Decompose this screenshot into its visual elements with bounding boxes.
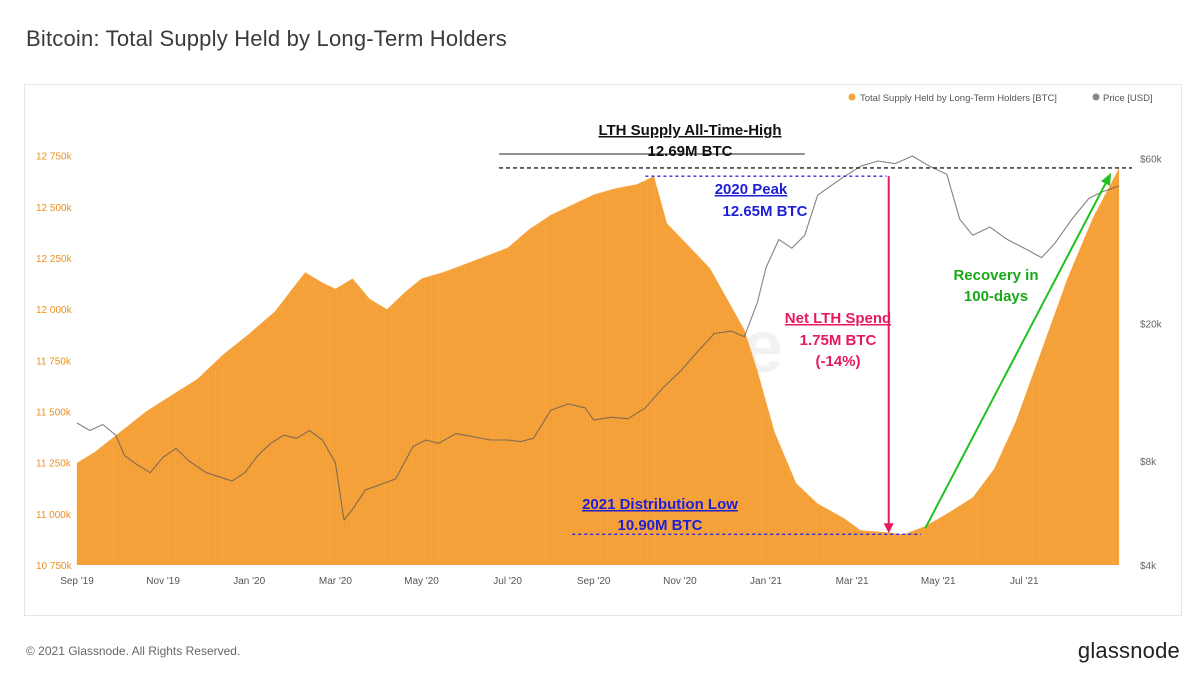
- right-tick-label: $60k: [1140, 155, 1163, 166]
- page-title: Bitcoin: Total Supply Held by Long-Term …: [26, 26, 508, 51]
- peak-value: 12.65M BTC: [722, 203, 807, 220]
- left-tick-label: 12 750k: [36, 152, 73, 163]
- low-value: 10.90M BTC: [617, 517, 702, 534]
- supply-area: [77, 168, 1120, 565]
- x-tick-label: Jul '20: [493, 576, 522, 587]
- right-tick-label: $8k: [1140, 457, 1157, 468]
- recovery-value: 100-days: [964, 288, 1028, 305]
- spend-pct: (-14%): [815, 353, 860, 370]
- left-tick-label: 11 000k: [36, 510, 72, 521]
- x-tick-label: Nov '19: [146, 576, 180, 587]
- copyright-text: © 2021 Glassnode. All Rights Reserved.: [26, 644, 241, 658]
- left-tick-label: 12 000k: [36, 305, 73, 316]
- supply-area-layer: [76, 168, 1120, 565]
- left-tick-label: 11 750k: [36, 356, 72, 367]
- x-tick-label: Jan '20: [233, 576, 265, 587]
- legend: Total Supply Held by Long-Term Holders […: [848, 93, 1153, 104]
- left-tick-label: 12 500k: [36, 203, 73, 214]
- price-line: [76, 155, 1120, 521]
- recovery-arrow-shaft: [924, 177, 1110, 529]
- legend-price-swatch: [1092, 93, 1100, 101]
- right-tick-label: $4k: [1140, 561, 1157, 572]
- left-tick-label: 10 750k: [36, 561, 73, 572]
- left-tick-label: 11 250k: [36, 459, 72, 470]
- x-tick-label: Nov '20: [663, 576, 697, 587]
- peak-title: 2020 Peak: [715, 181, 788, 198]
- annotation-layer: [499, 153, 1132, 535]
- legend-supply-swatch: [848, 93, 856, 101]
- x-tick-label: Jul '21: [1010, 576, 1039, 587]
- right-tick-label: $20k: [1140, 319, 1163, 330]
- x-tick-label: May '20: [404, 576, 439, 587]
- glassnode-logo[interactable]: glassnode: [1077, 638, 1180, 663]
- x-tick-label: Sep '19: [60, 576, 94, 587]
- x-tick-label: Sep '20: [577, 576, 611, 587]
- low-title: 2021 Distribution Low: [582, 496, 738, 513]
- recovery-title: Recovery in: [953, 267, 1038, 284]
- spend-title: Net LTH Spend: [785, 310, 891, 327]
- left-tick-label: 11 500k: [36, 408, 72, 419]
- legend-price-label: Price [USD]: [1103, 93, 1153, 104]
- price-line-layer: [76, 155, 1120, 521]
- x-tick-label: Mar '21: [836, 576, 869, 587]
- x-tick-label: Jan '21: [750, 576, 782, 587]
- axis-layer: 10 750k 11 000k 11 250k 11 500k 11 750k 12 00…: [36, 152, 1163, 587]
- spend-value: 1.75M BTC: [800, 332, 877, 349]
- ath-title: LTH Supply All-Time-High: [598, 122, 781, 139]
- legend-supply-label: Total Supply Held by Long-Term Holders […: [860, 93, 1057, 104]
- supply-area-texture: [76, 173, 1118, 565]
- spend-arrow-head: [883, 523, 894, 534]
- recovery-arrow-head: [1101, 172, 1112, 186]
- x-tick-label: Mar '20: [319, 576, 352, 587]
- x-tick-label: May '21: [921, 576, 956, 587]
- ath-value: 12.69M BTC: [647, 143, 732, 160]
- left-tick-label: 12 250k: [36, 254, 73, 265]
